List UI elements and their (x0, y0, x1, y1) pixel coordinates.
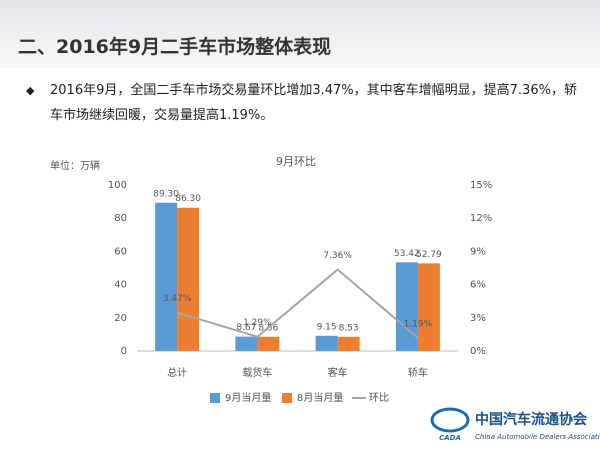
y2-tick-label: 9% (470, 246, 486, 257)
y2-tick-label: 12% (470, 213, 492, 224)
value-label: 9.15 (317, 322, 337, 332)
x-tick-label: 轿车 (408, 366, 428, 379)
header: 二、2016年9月二手车市场整体表现 (0, 0, 600, 68)
y-tick-label: 80 (114, 213, 127, 224)
value-label: 8.67 (236, 323, 256, 333)
y2-tick-label: 0% (470, 346, 486, 357)
value-label: 1.19% (404, 319, 433, 329)
bar (315, 335, 338, 351)
bullet-block: ◆ 2016年9月，全国二手车市场交易量环比增加3.47%，其中客车增幅明显，提高… (26, 78, 578, 128)
logo-mark: CADA (439, 434, 461, 442)
chart-title: 9月环比 (276, 155, 316, 168)
y-tick-label: 20 (114, 313, 127, 324)
x-tick-label: 客车 (328, 366, 348, 379)
x-tick-label: 载货车 (242, 366, 272, 379)
y-tick-label: 100 (108, 180, 127, 191)
value-label: 86.30 (175, 194, 201, 204)
legend-swatch (282, 393, 292, 403)
logo-ring (430, 407, 470, 433)
line (176, 268, 419, 339)
value-label: 3.47% (163, 294, 192, 304)
bar (337, 336, 360, 351)
y2-tick-label: 15% (470, 180, 492, 191)
value-label: 7.36% (323, 251, 352, 261)
bar (235, 336, 258, 351)
unit-label: 单位：万辆 (50, 159, 100, 172)
header-title: 二、2016年9月二手车市场整体表现 (18, 36, 332, 58)
value-label: 8.53 (339, 323, 359, 333)
y-tick-label: 40 (114, 280, 127, 291)
legend-label: 环比 (369, 392, 389, 404)
bar (257, 336, 280, 351)
y2-tick-label: 6% (470, 280, 486, 291)
legend-swatch (210, 393, 220, 403)
value-label: 52.79 (416, 250, 442, 260)
bar (395, 262, 418, 351)
x-tick-label: 总计 (167, 366, 187, 379)
legend-label: 8月当月量 (297, 391, 343, 404)
y-tick-label: 0 (121, 346, 127, 357)
bar (155, 202, 178, 351)
y2-tick-label: 3% (470, 313, 486, 324)
legend-label: 9月当月量 (225, 391, 271, 404)
value-label: 1.29% (243, 318, 272, 328)
logo: CADA 中国汽车流通协会 China Automobile Dealers A… (430, 407, 600, 442)
bar (417, 263, 440, 351)
value-label: 53.42 (394, 249, 420, 259)
bullet-icon: ◆ (26, 84, 35, 97)
bullet-text: 2016年9月，全国二手车市场交易量环比增加3.47%，其中客车增幅明显，提高7… (50, 83, 577, 123)
bar (177, 207, 200, 351)
y-tick-label: 60 (114, 246, 127, 257)
logo-english: China Automobile Dealers Association (475, 433, 600, 441)
value-label: 89.30 (153, 189, 179, 199)
logo-name: 中国汽车流通协会 (475, 411, 588, 428)
